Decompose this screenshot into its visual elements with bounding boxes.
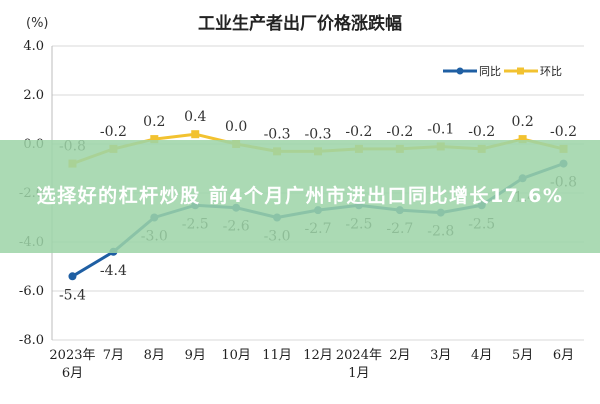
x-tick-label: 2023年 6月 <box>49 348 95 381</box>
x-tick-label: 3月 <box>430 348 451 363</box>
y-tick-label: 2.0 <box>23 88 44 103</box>
legend-label-mom: 环比 <box>540 65 562 78</box>
y-tick-label: 4.0 <box>23 39 44 54</box>
y-tick-label: -8.0 <box>19 333 44 348</box>
legend-label-yoy: 同比 <box>479 65 501 78</box>
data-label-mom: -0.2 <box>100 124 127 140</box>
data-label-mom: 0.0 <box>225 119 247 135</box>
x-tick-label: 8月 <box>144 348 165 363</box>
point-mom <box>150 135 159 144</box>
data-label-mom: 0.2 <box>511 114 533 130</box>
legend-marker-yoy <box>456 67 464 75</box>
point-mom <box>191 130 200 139</box>
data-label-mom: -0.1 <box>427 121 454 137</box>
data-label-mom: -0.3 <box>305 126 332 142</box>
x-tick-label: 4月 <box>471 348 492 363</box>
data-label-mom: -0.2 <box>550 124 577 140</box>
x-tick-label: 11月 <box>262 348 292 363</box>
data-label-mom: -0.3 <box>264 126 291 142</box>
data-label-mom: 0.2 <box>143 114 165 130</box>
x-tick-label: 2024年 1月 <box>336 348 382 381</box>
data-label-mom: -0.2 <box>468 124 495 140</box>
data-label-yoy: -4.4 <box>100 263 127 279</box>
data-label-mom: -0.2 <box>345 124 372 140</box>
x-tick-label: 5月 <box>512 348 533 363</box>
data-label-mom: 0.4 <box>184 109 206 125</box>
x-axis: 2023年 6月 7月 8月 9月 10月 11月 12月 2024年 1月 2月 3月 4月 5月 6月 <box>49 348 574 381</box>
promo-banner: 选择好的杠杆炒股 前4个月广州市进出口同比增长17.6% <box>0 140 600 253</box>
data-label-mom: -0.2 <box>386 124 413 140</box>
banner-headline: 选择好的杠杆炒股 前4个月广州市进出口同比增长17.6% <box>36 185 564 207</box>
x-tick-label: 2月 <box>389 348 410 363</box>
x-tick-label: 12月 <box>303 348 333 363</box>
y-unit-label: (%) <box>26 16 49 31</box>
x-tick-label: 6月 <box>553 348 574 363</box>
point-mom <box>518 135 527 144</box>
x-tick-label: 10月 <box>221 348 251 363</box>
x-tick-label: 9月 <box>185 348 206 363</box>
legend: 同比 环比 <box>443 65 562 78</box>
data-label-yoy: -5.4 <box>59 287 86 303</box>
legend-marker-mom <box>517 67 524 75</box>
chart-title: 工业生产者出厂价格涨跌幅 <box>198 13 402 34</box>
point-yoy <box>68 272 77 281</box>
x-tick-label: 7月 <box>103 348 124 363</box>
y-tick-label: -6.0 <box>19 284 44 299</box>
